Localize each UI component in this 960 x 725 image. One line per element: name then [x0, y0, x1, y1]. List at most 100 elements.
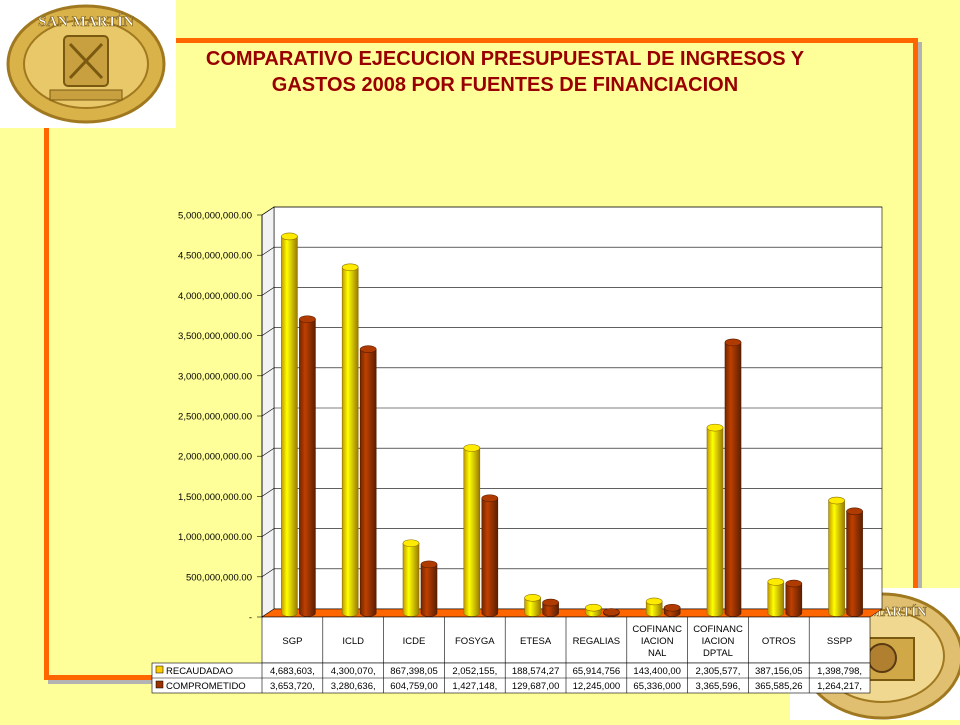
bar-top-cap [402, 539, 420, 548]
category-label: IACION [641, 636, 674, 647]
table-value: 65,914,756 [573, 666, 621, 677]
bar-top-cap [846, 507, 863, 516]
category-label: COFINANC [632, 624, 682, 635]
bar-recaudado [645, 601, 663, 617]
bar-recaudado [767, 581, 785, 617]
table-value: 143,400,00 [633, 666, 681, 677]
gridline-side [261, 447, 275, 457]
bar-top-cap [359, 345, 377, 354]
gridline-side [261, 367, 275, 377]
table-value: 387,156,05 [755, 666, 803, 677]
bar-comprometido [724, 342, 742, 617]
bar-top-cap [463, 444, 481, 452]
bar-top-cap [663, 603, 681, 612]
bar-comprometido [481, 497, 499, 617]
category-label: NAL [648, 648, 666, 659]
y-tick-label: 3,500,000,000.00 [178, 331, 252, 342]
bar-top-cap [420, 560, 438, 569]
table-value: 1,264,217, [817, 681, 862, 692]
category-label: COFINANC [693, 624, 743, 635]
gridline-side [261, 568, 275, 578]
category-label: REGALIAS [573, 636, 621, 647]
y-tick-label: 500,000,000.00 [186, 572, 252, 583]
table-value: 365,585,26 [755, 681, 803, 692]
bar-top-cap [706, 423, 724, 432]
bar-top-cap [767, 578, 785, 586]
bar-comprometido [785, 583, 803, 617]
gridline-side [261, 327, 275, 336]
table-value: 4,300,070, [331, 666, 376, 677]
table-value: 867,398,05 [390, 666, 438, 677]
bar-top-cap [585, 603, 602, 612]
table-value: 3,280,636, [331, 681, 376, 692]
bar-top-cap [828, 496, 845, 505]
y-tick-label: - [249, 613, 252, 624]
y-tick-label: 1,500,000,000.00 [178, 492, 252, 503]
category-label: FOSYGA [455, 636, 495, 647]
y-tick-label: 1,000,000,000.00 [178, 532, 252, 543]
table-value: 3,653,720, [270, 681, 315, 692]
bar-recaudado [341, 266, 359, 617]
table-value: 65,336,000 [633, 681, 681, 692]
legend-label: COMPROMETIDO [166, 681, 246, 692]
category-label: SGP [282, 636, 302, 647]
y-tick-label: 3,000,000,000.00 [178, 371, 252, 382]
gridline-side [261, 488, 275, 497]
bar-recaudado [524, 597, 541, 617]
bar-comprometido [299, 318, 316, 617]
category-label: ETESA [520, 636, 552, 647]
table-value: 2,305,577, [696, 666, 741, 677]
table-value: 3,365,596, [696, 681, 741, 692]
y-tick-label: 4,000,000,000.00 [178, 291, 252, 302]
table-value: 4,683,603, [270, 666, 315, 677]
bar-comprometido [420, 564, 438, 617]
bar-recaudado [402, 542, 420, 617]
bar-top-cap [603, 608, 620, 616]
table-value: 1,398,798, [817, 666, 862, 677]
table-value: 2,052,155, [452, 666, 497, 677]
category-label: SSPP [827, 636, 852, 647]
gridline-side [261, 206, 275, 216]
bar-top-cap [785, 579, 803, 588]
bar-top-cap [299, 315, 316, 324]
table-value: 129,687,00 [512, 681, 560, 692]
y-tick-label: 2,500,000,000.00 [178, 412, 252, 423]
bar-top-cap [341, 263, 359, 272]
y-tick-label: 5,000,000,000.00 [178, 211, 252, 222]
legend-swatch [155, 665, 164, 674]
table-value: 12,245,000 [573, 681, 621, 692]
svg-text:SAN MARTÍN: SAN MARTÍN [38, 13, 134, 30]
y-tick-label: 2,000,000,000.00 [178, 452, 252, 463]
bar-recaudado [281, 236, 298, 617]
table-value: 604,759,00 [390, 681, 438, 692]
san-martin-logo-top-left: SAN MARTÍN [0, 0, 176, 128]
bar-comprometido [359, 348, 377, 617]
category-label: ICLD [342, 636, 364, 647]
slide-title: COMPARATIVO EJECUCION PRESUPUESTAL DE IN… [205, 48, 805, 96]
bar-recaudado [828, 500, 845, 617]
bar-comprometido [846, 511, 863, 617]
gridline-side [261, 407, 275, 417]
bar-comprometido [542, 602, 559, 617]
table-value: 188,574,27 [512, 666, 560, 677]
gridline-side [261, 287, 275, 296]
category-label: IACION [702, 636, 735, 647]
bar-recaudado [706, 427, 724, 617]
category-label: OTROS [762, 636, 796, 647]
category-label: DPTAL [703, 648, 733, 659]
bar-top-cap [281, 232, 298, 241]
gridline-side [261, 528, 275, 537]
table-value: 1,427,148, [452, 681, 497, 692]
legend-label: RECAUDADAO [166, 666, 233, 677]
bar-top-cap [524, 594, 541, 602]
bar-recaudado [463, 447, 481, 617]
category-label: ICDE [403, 636, 426, 647]
bar-top-cap [481, 494, 499, 503]
gridline-side [261, 246, 275, 256]
y-tick-label: 4,500,000,000.00 [178, 251, 252, 262]
legend-swatch [155, 680, 164, 689]
bar-top-cap [724, 338, 742, 347]
bar-top-cap [542, 598, 559, 607]
bar-top-cap [645, 597, 663, 606]
